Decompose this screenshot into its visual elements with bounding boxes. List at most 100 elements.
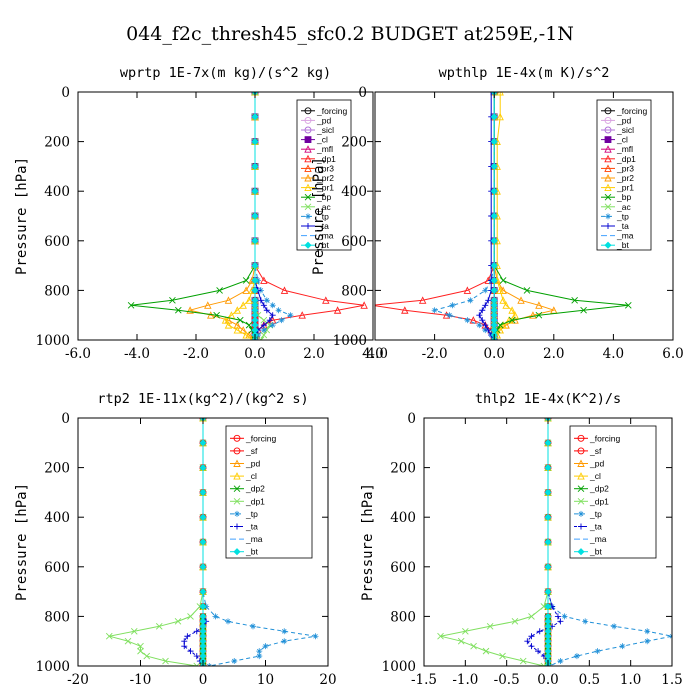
- legend-marker: [604, 154, 612, 163]
- legend-label: _forcing: [589, 433, 621, 443]
- series-point-ta: [479, 307, 486, 314]
- series-point-dp1: [486, 623, 494, 630]
- series-point-ta: [193, 628, 200, 635]
- legend-marker: [578, 510, 584, 517]
- series-point-pr1: [499, 296, 507, 304]
- series-point-pr1: [245, 296, 253, 304]
- series-point-bt: [199, 464, 207, 472]
- legend-marker: [604, 145, 612, 153]
- series-point-ta: [479, 317, 486, 324]
- x-tick-label: 0.5: [579, 672, 600, 688]
- series-point-ta: [260, 322, 267, 329]
- legend-marker: [304, 173, 312, 182]
- series-point-dp1: [155, 623, 163, 630]
- legend-label: _pr3: [316, 163, 334, 173]
- x-tick-label: -20: [67, 672, 89, 688]
- legend-label: _sf: [589, 446, 602, 456]
- series-point-bt: [251, 286, 259, 294]
- series-point-dp1: [124, 637, 132, 645]
- legend-label: _pd: [616, 115, 631, 125]
- x-tick-label: -1.5: [411, 672, 437, 688]
- series-point-tp: [256, 653, 263, 660]
- series-point-pr1: [224, 321, 233, 329]
- series-point-bt: [490, 113, 498, 121]
- legend-label: _pd: [316, 115, 331, 125]
- x-tick-label: 6.0: [662, 346, 683, 362]
- series-point-bt: [490, 286, 498, 294]
- series-point-pr2: [517, 296, 525, 304]
- series-point-bp: [245, 321, 253, 329]
- legend-marker: [604, 107, 612, 115]
- y-tick-label: 800: [390, 609, 416, 625]
- series-point-pr1: [511, 311, 519, 319]
- series-point-bt: [544, 563, 552, 571]
- series-point-dp1: [437, 632, 444, 640]
- series-point-ta: [181, 643, 188, 650]
- series-point-tp: [644, 628, 651, 635]
- plot-area: [437, 418, 672, 666]
- series-point-ta: [266, 317, 273, 324]
- series-point-ta: [535, 648, 542, 655]
- y-tick-label: 800: [44, 283, 70, 299]
- series-point-ta: [485, 327, 492, 334]
- legend-label: _dp1: [245, 496, 265, 506]
- series-point-dp1: [499, 652, 506, 660]
- series-line-pr1: [224, 92, 256, 340]
- legend-label: _forcing: [616, 106, 648, 116]
- y-tick-label: 1000: [36, 333, 70, 349]
- series-point-bp: [216, 287, 223, 294]
- legend-marker: [304, 241, 312, 249]
- series-point-dp1: [463, 286, 472, 294]
- series-point-dp1: [137, 647, 144, 655]
- series-point-dp1: [519, 657, 527, 665]
- series-point-bp: [580, 306, 587, 314]
- series-point-bt: [544, 602, 552, 611]
- series-point-pr1: [502, 301, 510, 309]
- y-axis-label: Pressure [hPa]: [311, 157, 327, 275]
- series-point-dp1: [193, 662, 201, 666]
- series-point-ta: [260, 302, 267, 309]
- series-point-bt: [544, 488, 552, 496]
- x-tick-label: 1.0: [620, 672, 641, 688]
- legend-marker: [604, 126, 612, 134]
- series-point-bp: [242, 277, 250, 284]
- series-point-ta: [482, 322, 489, 329]
- legend-label: _ta: [589, 522, 602, 532]
- y-tick-label: 600: [44, 560, 70, 576]
- series-point-bp: [174, 306, 182, 314]
- legend-marker: [233, 497, 241, 505]
- legend-label: _sf: [245, 446, 258, 456]
- panel-title: thlp2 1E-4x(K^2)/s: [475, 391, 621, 407]
- series-point-dp1: [470, 642, 477, 650]
- x-tick-label: -2.0: [183, 346, 209, 362]
- y-tick-label: 200: [341, 135, 367, 151]
- series-point-bt: [490, 262, 498, 270]
- legend-marker: [577, 459, 585, 467]
- series-point-bt: [199, 602, 207, 611]
- series-point-tp: [278, 317, 285, 324]
- legend-marker: [304, 203, 312, 211]
- series-point-pr1: [496, 92, 504, 96]
- legend-marker: [304, 193, 312, 201]
- legend-marker: [233, 459, 241, 467]
- legend-label: _tp: [245, 509, 258, 519]
- series-point-pr1: [239, 301, 247, 309]
- x-tick-label: -2.0: [422, 346, 448, 362]
- series-point-bt: [251, 262, 259, 270]
- x-tick-label: -4.0: [362, 346, 388, 362]
- legend-label: _dp2: [245, 484, 265, 494]
- x-tick-label: 0.0: [483, 346, 504, 362]
- legend-label: _ma: [316, 231, 334, 241]
- legend-label: _dp1: [589, 496, 609, 506]
- legend-label: _ta: [616, 221, 629, 231]
- series-point-tp: [287, 312, 294, 319]
- legend-label: _sicl: [616, 125, 634, 135]
- x-tick-label: -6.0: [65, 346, 91, 362]
- legend-marker: [233, 485, 241, 493]
- x-tick-label: -4.0: [124, 346, 150, 362]
- series-point-tp: [476, 322, 483, 329]
- x-tick-label: -1.0: [452, 672, 478, 688]
- series-point-bt: [251, 162, 259, 170]
- series-point-pr2: [204, 301, 212, 309]
